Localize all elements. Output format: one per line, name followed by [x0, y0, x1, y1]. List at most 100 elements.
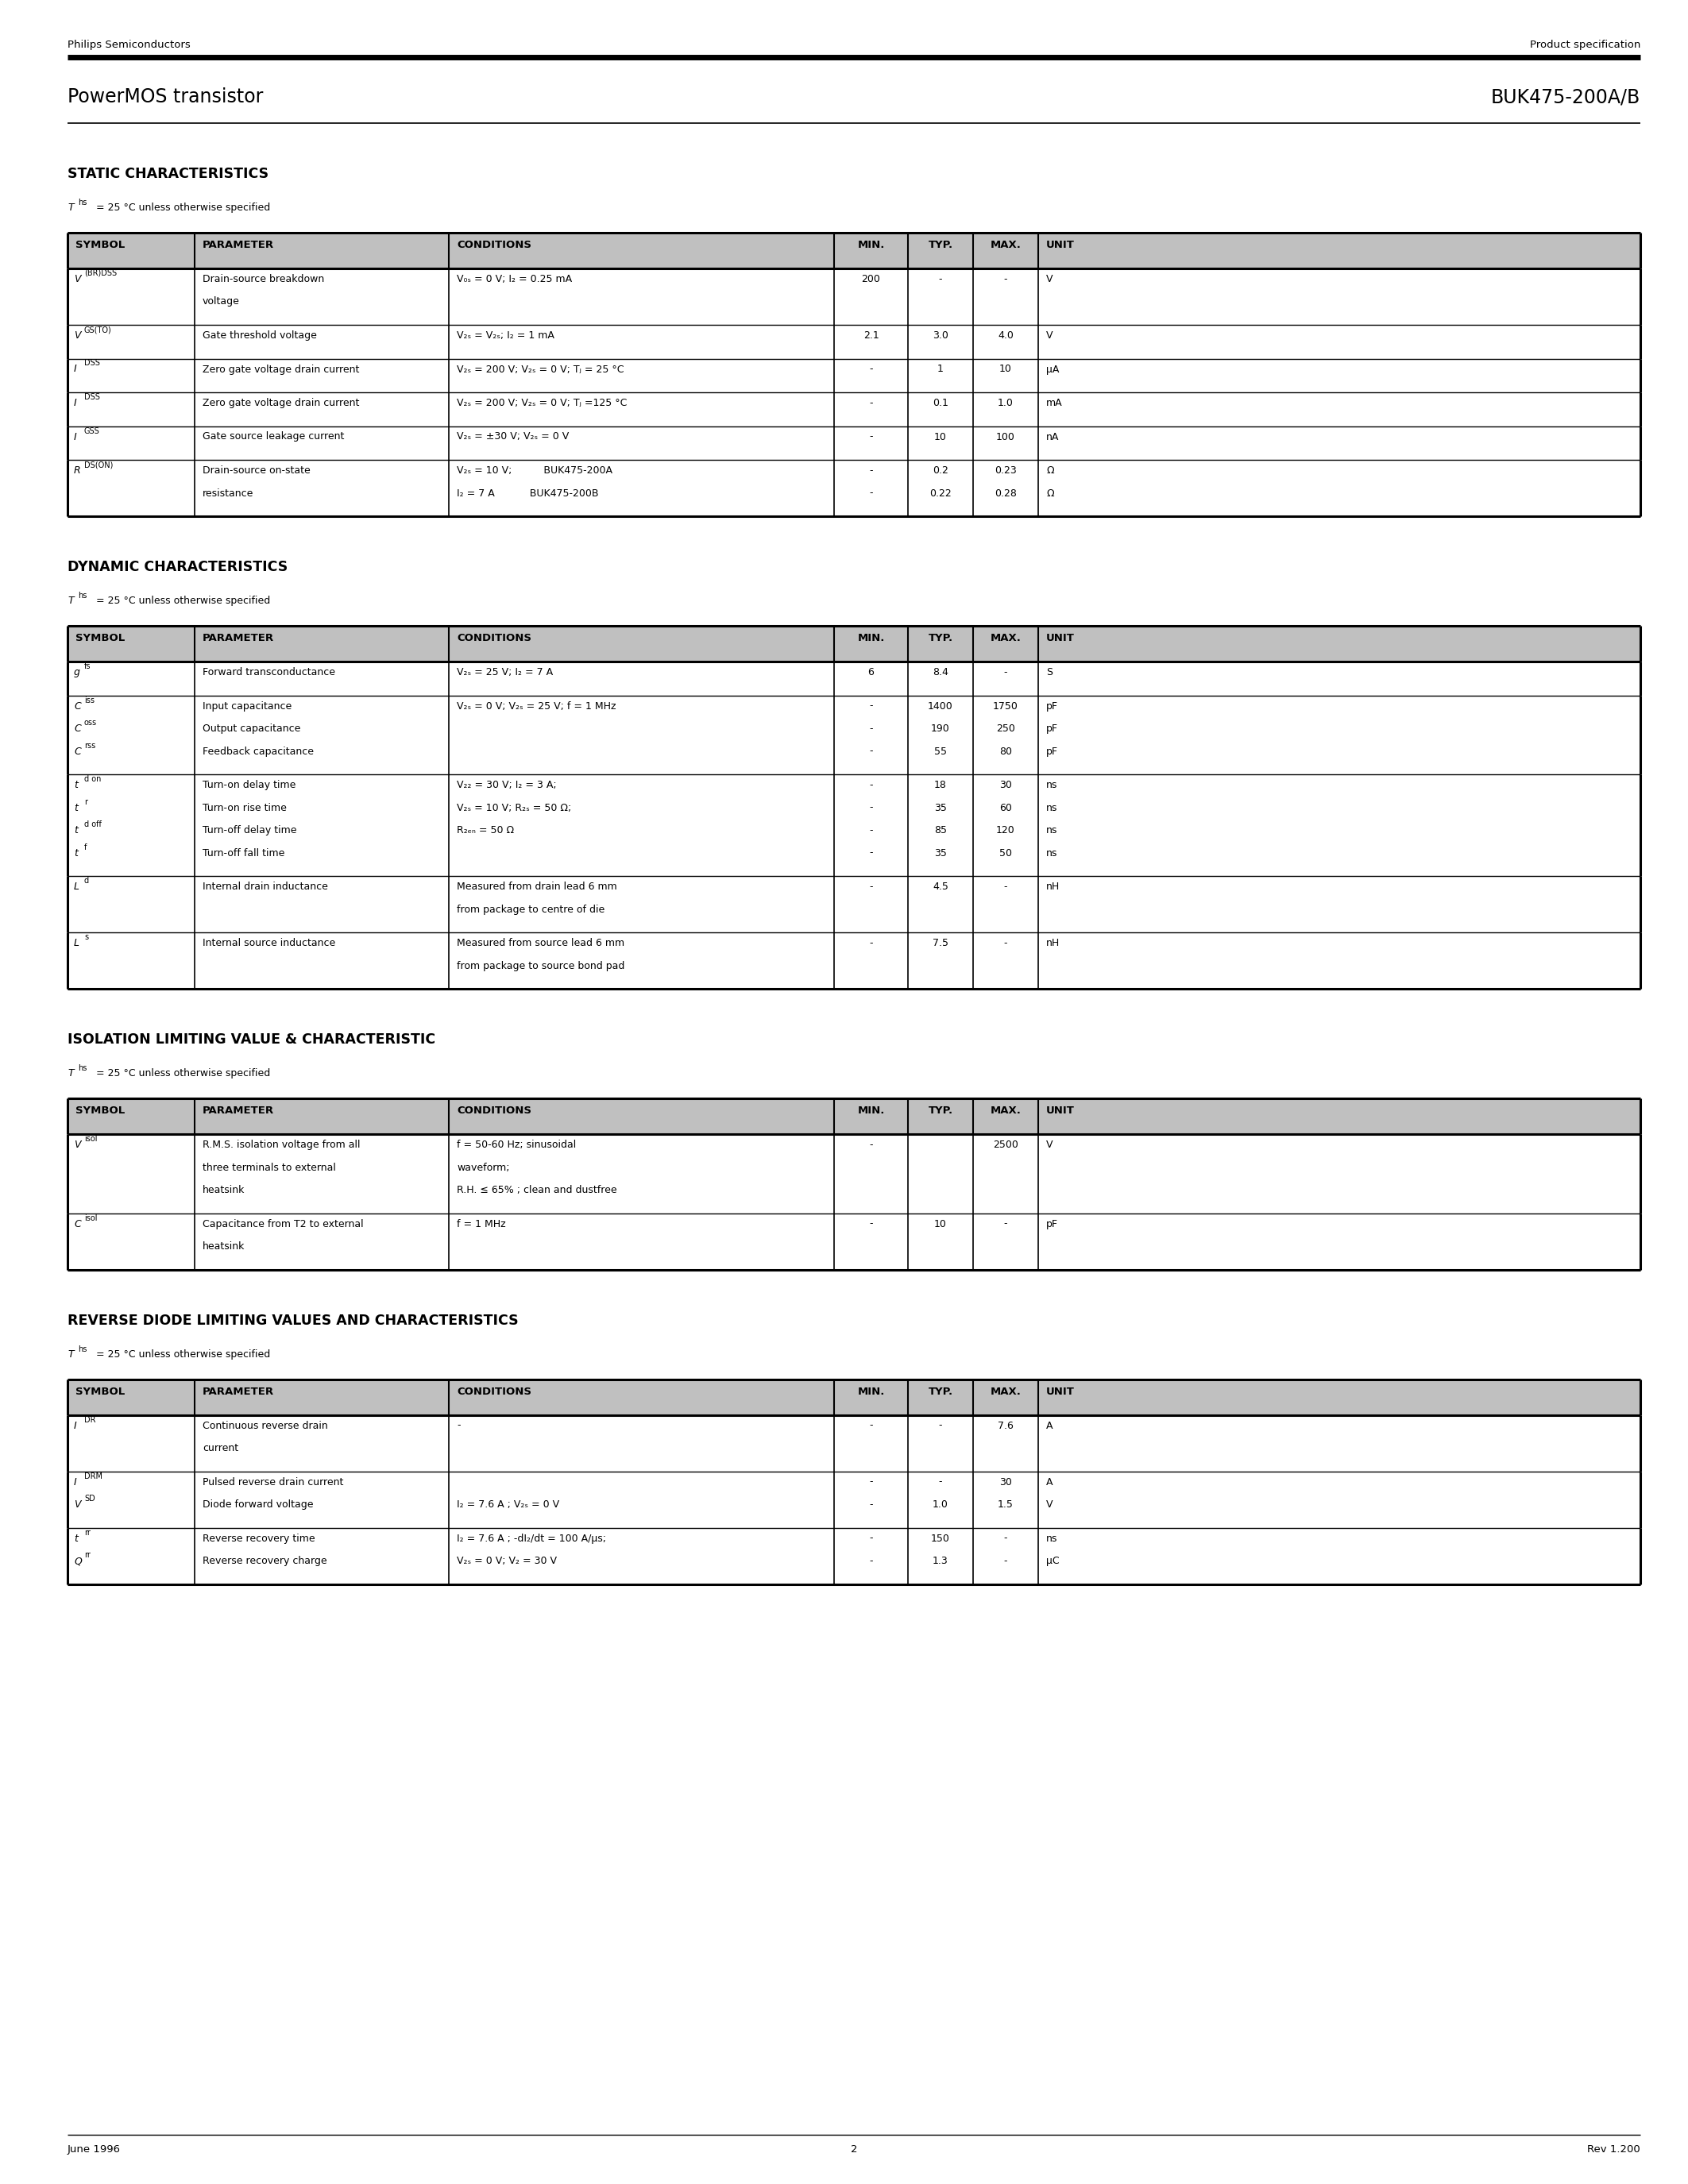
Text: SYMBOL: SYMBOL: [76, 633, 125, 644]
Text: resistance: resistance: [203, 487, 253, 498]
Text: V: V: [1047, 1500, 1053, 1509]
Text: T: T: [68, 203, 74, 212]
Text: 1750: 1750: [993, 701, 1018, 712]
Text: Turn-off delay time: Turn-off delay time: [203, 826, 297, 836]
Text: 0.28: 0.28: [994, 487, 1016, 498]
Text: MIN.: MIN.: [858, 633, 885, 644]
Text: DSS: DSS: [84, 393, 100, 402]
Text: UNIT: UNIT: [1047, 240, 1075, 251]
Text: 35: 35: [933, 847, 947, 858]
Text: MIN.: MIN.: [858, 1387, 885, 1396]
Text: SYMBOL: SYMBOL: [76, 1105, 125, 1116]
Text: GSS: GSS: [84, 426, 100, 435]
Text: I: I: [74, 432, 78, 441]
Text: ISOLATION LIMITING VALUE & CHARACTERISTIC: ISOLATION LIMITING VALUE & CHARACTERISTI…: [68, 1033, 436, 1046]
Text: r: r: [84, 797, 88, 806]
Text: rr: rr: [84, 1529, 91, 1535]
Text: TYP.: TYP.: [928, 240, 952, 251]
Text: V₂ₛ = 25 V; I₂ = 7 A: V₂ₛ = 25 V; I₂ = 7 A: [457, 666, 554, 677]
Text: 30: 30: [999, 1476, 1013, 1487]
Text: CONDITIONS: CONDITIONS: [457, 1387, 532, 1396]
Text: 4.5: 4.5: [932, 882, 949, 891]
Text: 2: 2: [851, 2145, 858, 2156]
Text: rss: rss: [84, 740, 96, 749]
Text: MIN.: MIN.: [858, 240, 885, 251]
Text: PARAMETER: PARAMETER: [203, 1105, 273, 1116]
Text: PowerMOS transistor: PowerMOS transistor: [68, 87, 263, 107]
Text: -: -: [869, 1219, 873, 1230]
Text: nH: nH: [1047, 882, 1060, 891]
Text: hs: hs: [78, 592, 86, 601]
Text: Zero gate voltage drain current: Zero gate voltage drain current: [203, 365, 360, 373]
Text: Internal source inductance: Internal source inductance: [203, 937, 336, 948]
Text: Output capacitance: Output capacitance: [203, 723, 300, 734]
Text: Q: Q: [74, 1555, 81, 1566]
Text: from package to centre of die: from package to centre of die: [457, 904, 604, 915]
Text: (BR)DSS: (BR)DSS: [84, 269, 116, 277]
Text: 4.0: 4.0: [998, 330, 1013, 341]
Text: oss: oss: [84, 719, 96, 727]
Text: Internal drain inductance: Internal drain inductance: [203, 882, 327, 891]
Text: 0.22: 0.22: [930, 487, 952, 498]
Text: = 25 °C unless otherwise specified: = 25 °C unless otherwise specified: [93, 596, 270, 605]
Text: -: -: [869, 487, 873, 498]
Text: -: -: [1004, 273, 1008, 284]
Text: C: C: [74, 1219, 81, 1230]
Text: UNIT: UNIT: [1047, 633, 1075, 644]
Text: CONDITIONS: CONDITIONS: [457, 633, 532, 644]
Text: SYMBOL: SYMBOL: [76, 240, 125, 251]
Text: -: -: [869, 1476, 873, 1487]
Text: R: R: [74, 465, 81, 476]
Text: -: -: [869, 1140, 873, 1151]
Text: -: -: [869, 723, 873, 734]
Text: f = 50-60 Hz; sinusoidal: f = 50-60 Hz; sinusoidal: [457, 1140, 576, 1151]
Text: PARAMETER: PARAMETER: [203, 240, 273, 251]
Text: t: t: [74, 847, 78, 858]
Text: A: A: [1047, 1476, 1053, 1487]
Text: MAX.: MAX.: [991, 1387, 1021, 1396]
Text: DS(ON): DS(ON): [84, 461, 113, 470]
Text: 85: 85: [933, 826, 947, 836]
Text: -: -: [869, 1533, 873, 1544]
Text: I₂ = 7.6 A ; V₂ₛ = 0 V: I₂ = 7.6 A ; V₂ₛ = 0 V: [457, 1500, 559, 1509]
Text: Ω: Ω: [1047, 487, 1053, 498]
Text: C: C: [74, 747, 81, 756]
Bar: [68, 234, 1641, 269]
Text: -: -: [869, 802, 873, 812]
Text: 10: 10: [999, 365, 1013, 373]
Text: Input capacitance: Input capacitance: [203, 701, 292, 712]
Text: ns: ns: [1047, 847, 1058, 858]
Text: Turn-off fall time: Turn-off fall time: [203, 847, 285, 858]
Text: -: -: [869, 882, 873, 891]
Text: 8.4: 8.4: [932, 666, 949, 677]
Text: V₀ₛ = 0 V; I₂ = 0.25 mA: V₀ₛ = 0 V; I₂ = 0.25 mA: [457, 273, 572, 284]
Text: -: -: [1004, 1555, 1008, 1566]
Text: R.H. ≤ 65% ; clean and dustfree: R.H. ≤ 65% ; clean and dustfree: [457, 1186, 616, 1195]
Text: I: I: [74, 365, 78, 373]
Text: pF: pF: [1047, 701, 1058, 712]
Text: from package to source bond pad: from package to source bond pad: [457, 961, 625, 972]
Text: V₂ₛ = 0 V; V₂ = 30 V: V₂ₛ = 0 V; V₂ = 30 V: [457, 1555, 557, 1566]
Text: -: -: [939, 273, 942, 284]
Text: heatsink: heatsink: [203, 1241, 245, 1251]
Text: -: -: [869, 1420, 873, 1431]
Text: GS(TO): GS(TO): [84, 325, 111, 334]
Text: iss: iss: [84, 697, 95, 703]
Text: 1400: 1400: [928, 701, 954, 712]
Text: current: current: [203, 1444, 238, 1452]
Text: UNIT: UNIT: [1047, 1387, 1075, 1396]
Text: PARAMETER: PARAMETER: [203, 633, 273, 644]
Text: L: L: [74, 882, 79, 891]
Text: t: t: [74, 1533, 78, 1544]
Text: ns: ns: [1047, 780, 1058, 791]
Text: heatsink: heatsink: [203, 1186, 245, 1195]
Text: TYP.: TYP.: [928, 633, 952, 644]
Text: STATIC CHARACTERISTICS: STATIC CHARACTERISTICS: [68, 166, 268, 181]
Text: three terminals to external: three terminals to external: [203, 1162, 336, 1173]
Text: 0.23: 0.23: [994, 465, 1016, 476]
Text: June 1996: June 1996: [68, 2145, 122, 2156]
Text: -: -: [869, 432, 873, 441]
Text: 0.2: 0.2: [932, 465, 949, 476]
Text: C: C: [74, 701, 81, 712]
Text: 6: 6: [868, 666, 874, 677]
